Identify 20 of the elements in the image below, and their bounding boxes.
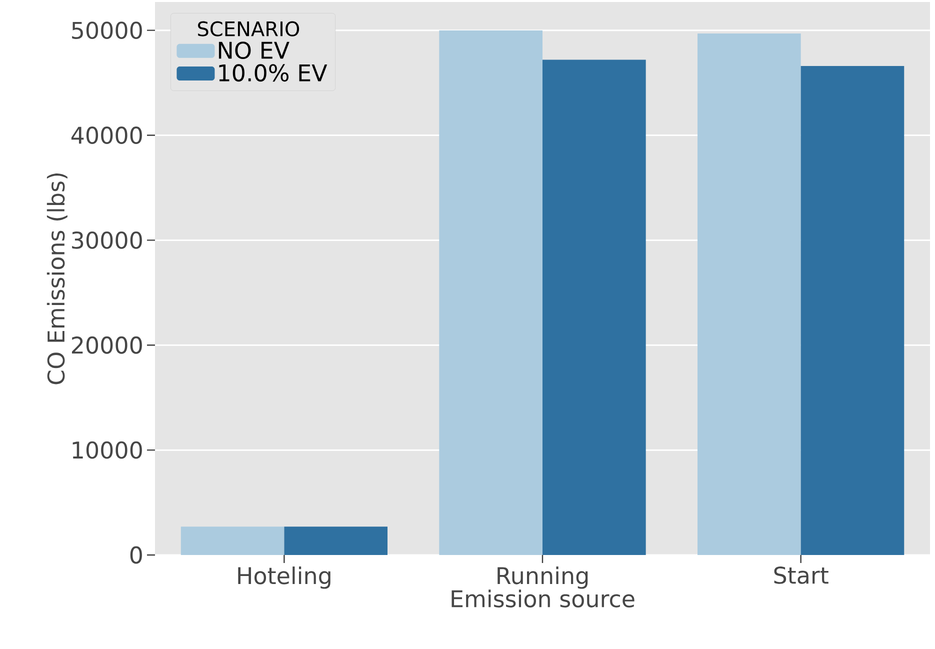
legend-label: NO EV: [218, 42, 290, 60]
y-tick-label: 30000: [72, 231, 142, 249]
y-tick-label: 40000: [71, 126, 142, 144]
legend-label: 10.0% EV: [219, 64, 328, 82]
y-axis-title: CO Emissions (lbs): [46, 173, 68, 384]
bar: [542, 60, 646, 555]
bar: [284, 526, 388, 555]
y-tick-label: 20000: [72, 336, 142, 354]
legend-title: SCENARIO: [198, 21, 300, 36]
bar: [698, 33, 801, 555]
bar: [800, 66, 904, 555]
x-tick-label: Start: [774, 566, 828, 584]
x-tick-label: Running: [498, 566, 588, 589]
bar: [439, 30, 542, 555]
y-tick-label: 50000: [72, 22, 142, 40]
bar: [180, 526, 284, 555]
x-axis-title: Emission source: [452, 590, 634, 608]
y-tick-label: 0: [130, 546, 142, 564]
y-tick-label: 10000: [72, 441, 142, 459]
x-tick-label: Hoteling: [238, 566, 330, 589]
